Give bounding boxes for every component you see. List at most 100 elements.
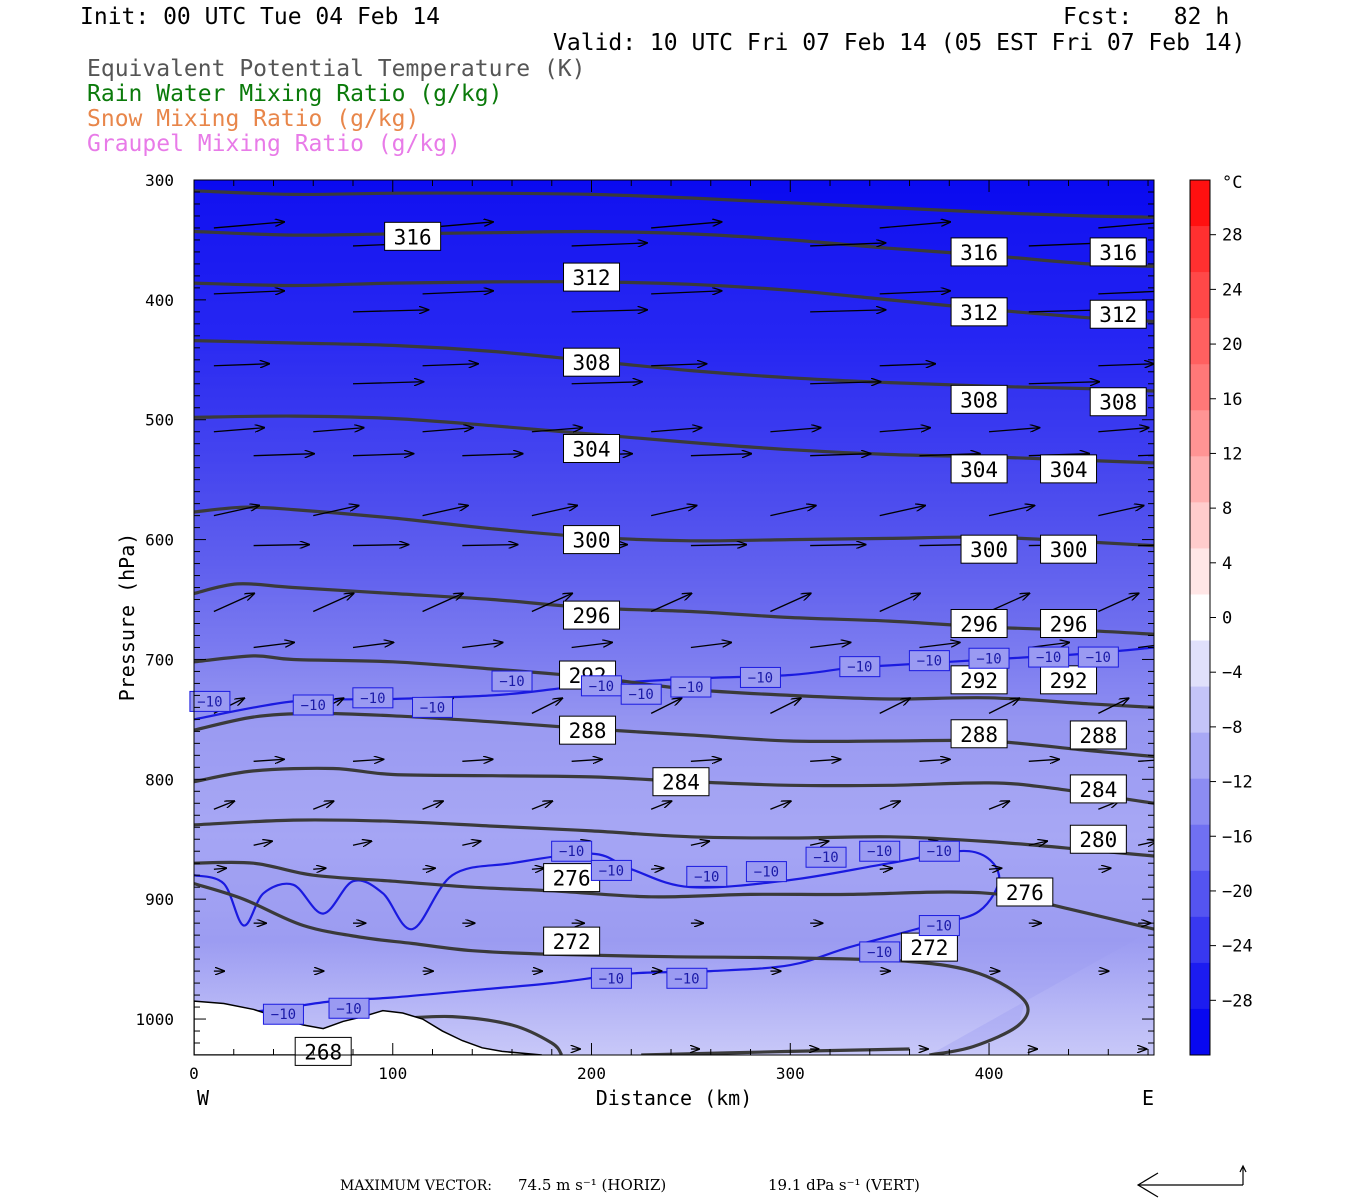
isotherm-label: −10 [590,967,632,989]
east-label: E [1142,1086,1154,1110]
theta-e-contour-268 [194,882,1030,1055]
circulation-vector [651,222,721,229]
max-vector-vertical: 19.1 dPa s⁻¹ (VERT) [768,1176,920,1194]
svg-text:−10: −10 [748,670,773,686]
x-axis-label: Distance (km) [596,1086,753,1110]
circulation-vector [531,594,572,613]
circulation-vector [1138,644,1154,649]
circulation-vector [879,364,935,366]
svg-text:−10: −10 [917,654,942,670]
contour-label: 292 [950,665,1008,695]
isotherm-label: −10 [620,683,662,705]
isotherm-label: −10 [839,656,881,678]
shading-band [194,713,1154,804]
max-vector-label: MAXIMUM VECTOR: [340,1178,492,1194]
circulation-vector [213,594,254,613]
circulation-vector [462,545,517,546]
circulation-vector [462,841,480,845]
circulation-vector [810,243,885,246]
isotherm-minus10-lower [194,849,1001,1017]
max-vector-horizontal: 74.5 m s⁻¹ (HORIZ) [518,1176,667,1194]
isotherm-label: −10 [328,997,370,1019]
circulation-vector [988,594,1029,613]
svg-text:308: 308 [960,388,998,412]
circulation-vector [690,759,721,761]
svg-text:312: 312 [1099,303,1137,327]
circulation-vector [810,841,828,845]
svg-text:−10: −10 [360,691,385,707]
circulation-vector [571,310,647,312]
circulation-vector [213,291,284,294]
isotherm-label: −10 [968,647,1010,669]
isotherm-label: −10 [666,967,708,989]
circulation-vector [810,310,885,312]
colorbar-tick-label: −20 [1222,882,1253,902]
y-tick-label: 800 [145,770,174,789]
svg-text:−10: −10 [813,850,838,866]
svg-text:−10: −10 [674,971,699,987]
contour-label: 276 [543,863,601,893]
contour-label: 296 [1040,608,1098,638]
legend-theta-e: Equivalent Potential Temperature (K) [87,56,586,82]
circulation-vector [879,801,900,810]
isotherm-label: −10 [352,687,394,709]
circulation-vector [988,801,1009,810]
svg-text:288: 288 [1079,724,1117,748]
circulation-vector [422,868,435,869]
colorbar: 28 24 20 16 12 8 4 0 −4 −8 −12 −16 −20 −24 −28 [1189,179,1253,1056]
circulation-vector [253,841,272,845]
valid-time: Valid: 10 UTC Fri 07 Feb 14 (05 EST Fri … [553,30,1246,56]
colorbar-swatch [1190,824,1210,872]
svg-text:−10: −10 [271,1007,296,1023]
circulation-vector [770,506,815,517]
isotherm-label: −10 [412,696,454,718]
isotherm-label: −10 [670,676,712,698]
x-tick-label: 200 [577,1064,606,1083]
circulation-vector [919,454,979,456]
circulation-vector [213,222,284,229]
colorbar-swatch [1190,686,1210,734]
circulation-vector [650,698,681,714]
circulation-vector [422,291,493,294]
contour-label: 300 [960,534,1018,564]
isotherm-label: −10 [189,690,231,712]
theta-e-contour-312 [194,229,1154,268]
colorbar-tick-label: −24 [1222,937,1253,957]
svg-text:−10: −10 [420,700,445,716]
contour-label: 288 [559,715,617,745]
svg-text:−10: −10 [847,660,872,676]
isotherm-label: −10 [859,941,901,963]
colorbar-tick-label: 0 [1222,609,1232,629]
svg-text:276: 276 [1006,881,1044,905]
circulation-vector [422,594,463,613]
circulation-vector [651,364,706,366]
colorbar-swatch [1190,502,1210,549]
circulation-vector [1098,868,1110,869]
circulation-vector [810,642,850,649]
circulation-vector [988,868,1001,869]
circulation-vector [352,841,371,845]
svg-text:−10: −10 [754,865,779,881]
circulation-vector [352,310,428,312]
contour-label: 296 [950,608,1008,638]
y-axis-label: Pressure (hPa) [115,533,139,702]
contour-label: 292 [1040,665,1098,695]
circulation-vector [352,454,413,456]
circulation-vector [1028,759,1059,761]
colorbar-tick-label: −28 [1222,991,1253,1011]
svg-text:−10: −10 [867,844,892,860]
circulation-vector [690,642,731,649]
contour-label: 280 [1069,824,1127,854]
colorbar-swatch [1190,180,1210,227]
plot-frame [193,179,1155,1056]
circulation-vector [879,594,920,613]
circulation-vector [879,428,930,433]
shading-band [194,281,1154,391]
circulation-vector [919,642,959,649]
svg-text:−10: −10 [629,687,654,703]
contour-label: 312 [1089,299,1147,329]
circulation-vector [770,428,820,433]
svg-text:−10: −10 [927,844,952,860]
circulation-vector [422,506,468,517]
